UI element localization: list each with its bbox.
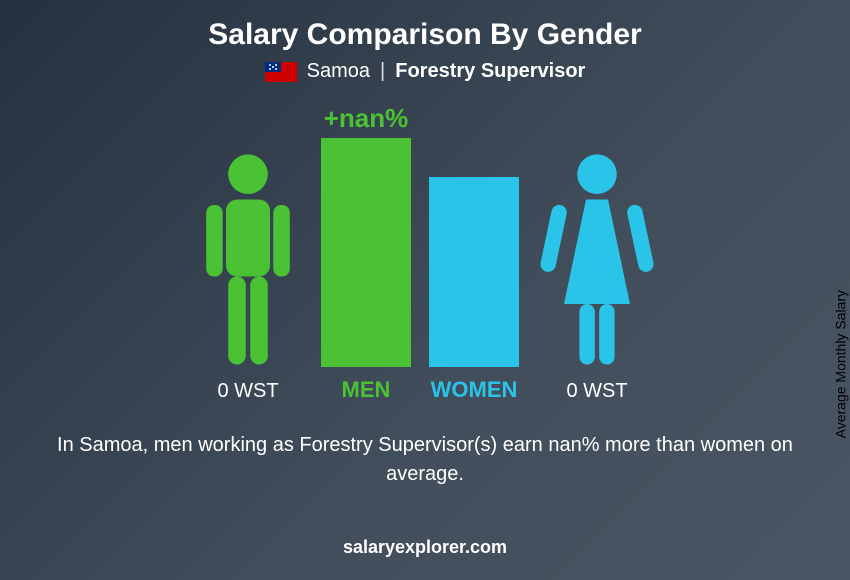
subtitle-separator: |	[380, 60, 385, 83]
male-figure-col: 0 WST	[193, 103, 303, 403]
content-root: Salary Comparison By Gender Samoa | Fore…	[0, 0, 850, 580]
women-bar-col: WOMEN	[429, 103, 519, 403]
job-label: Forestry Supervisor	[395, 60, 585, 83]
female-figure-col: 0 WST	[537, 103, 657, 403]
women-bar	[429, 177, 519, 367]
men-salary-label: 0 WST	[217, 380, 278, 403]
page-title: Salary Comparison By Gender	[208, 18, 641, 52]
women-bar-label: WOMEN	[431, 377, 518, 403]
men-bar	[321, 138, 411, 367]
subtitle-row: Samoa | Forestry Supervisor	[265, 60, 586, 83]
country-label: Samoa	[307, 60, 370, 83]
women-salary-label: 0 WST	[566, 380, 627, 403]
footer-brand: salaryexplorer.com	[343, 537, 507, 558]
male-figure-icon	[193, 150, 303, 370]
chart-area: 0 WST +nan% MEN WOMEN 0 WST	[193, 103, 657, 403]
description-text: In Samoa, men working as Forestry Superv…	[55, 431, 795, 489]
female-figure-icon	[537, 150, 657, 370]
y-axis-label: Average Monthly Salary	[832, 290, 848, 438]
samoa-flag-icon	[265, 62, 297, 82]
men-bar-label: MEN	[342, 377, 391, 403]
men-bar-col: +nan% MEN	[321, 103, 411, 403]
pct-difference-label: +nan%	[324, 103, 409, 134]
